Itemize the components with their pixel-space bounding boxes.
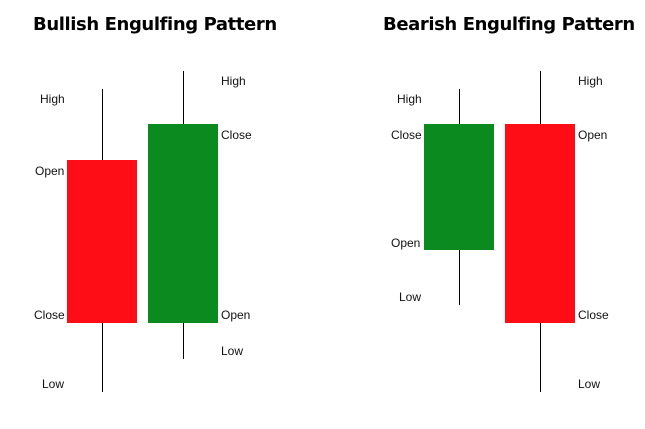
bearish-candle-2-low-label: Low xyxy=(578,377,601,391)
bullish-candle-1-open-label: Open xyxy=(35,164,65,178)
bullish-candle-2-high-label: High xyxy=(221,74,246,88)
bearish-candle-1-low-label: Low xyxy=(399,290,422,304)
bullish-candle-1-high-label: High xyxy=(40,92,65,106)
bullish-candle-2-body-green xyxy=(148,124,218,323)
bearish-candle-1-open-label: Open xyxy=(391,236,421,250)
bullish-candle-1-low-label: Low xyxy=(42,377,65,391)
bearish-engulfing-title: Bearish Engulfing Pattern xyxy=(383,14,635,35)
bearish-candle-2-high-label: High xyxy=(578,74,603,88)
bullish-candle-2-low-label: Low xyxy=(221,344,244,358)
bullish-candle-2-open-label: Open xyxy=(221,308,251,322)
bearish-candle-2-close-label: Close xyxy=(578,308,609,322)
bullish-candle-1-body-red xyxy=(67,160,137,323)
bearish-candle-1-body-green xyxy=(424,124,494,250)
bearish-candle-2-open-label: Open xyxy=(578,128,608,142)
bearish-candle-1-close-label: Close xyxy=(391,128,422,142)
bearish-candle-1-high-label: High xyxy=(397,92,422,106)
bearish-candle-2-body-red xyxy=(505,124,575,323)
bullish-engulfing-title: Bullish Engulfing Pattern xyxy=(33,14,277,35)
bullish-candle-2-close-label: Close xyxy=(221,128,252,142)
bullish-candle-1-close-label: Close xyxy=(34,308,65,322)
